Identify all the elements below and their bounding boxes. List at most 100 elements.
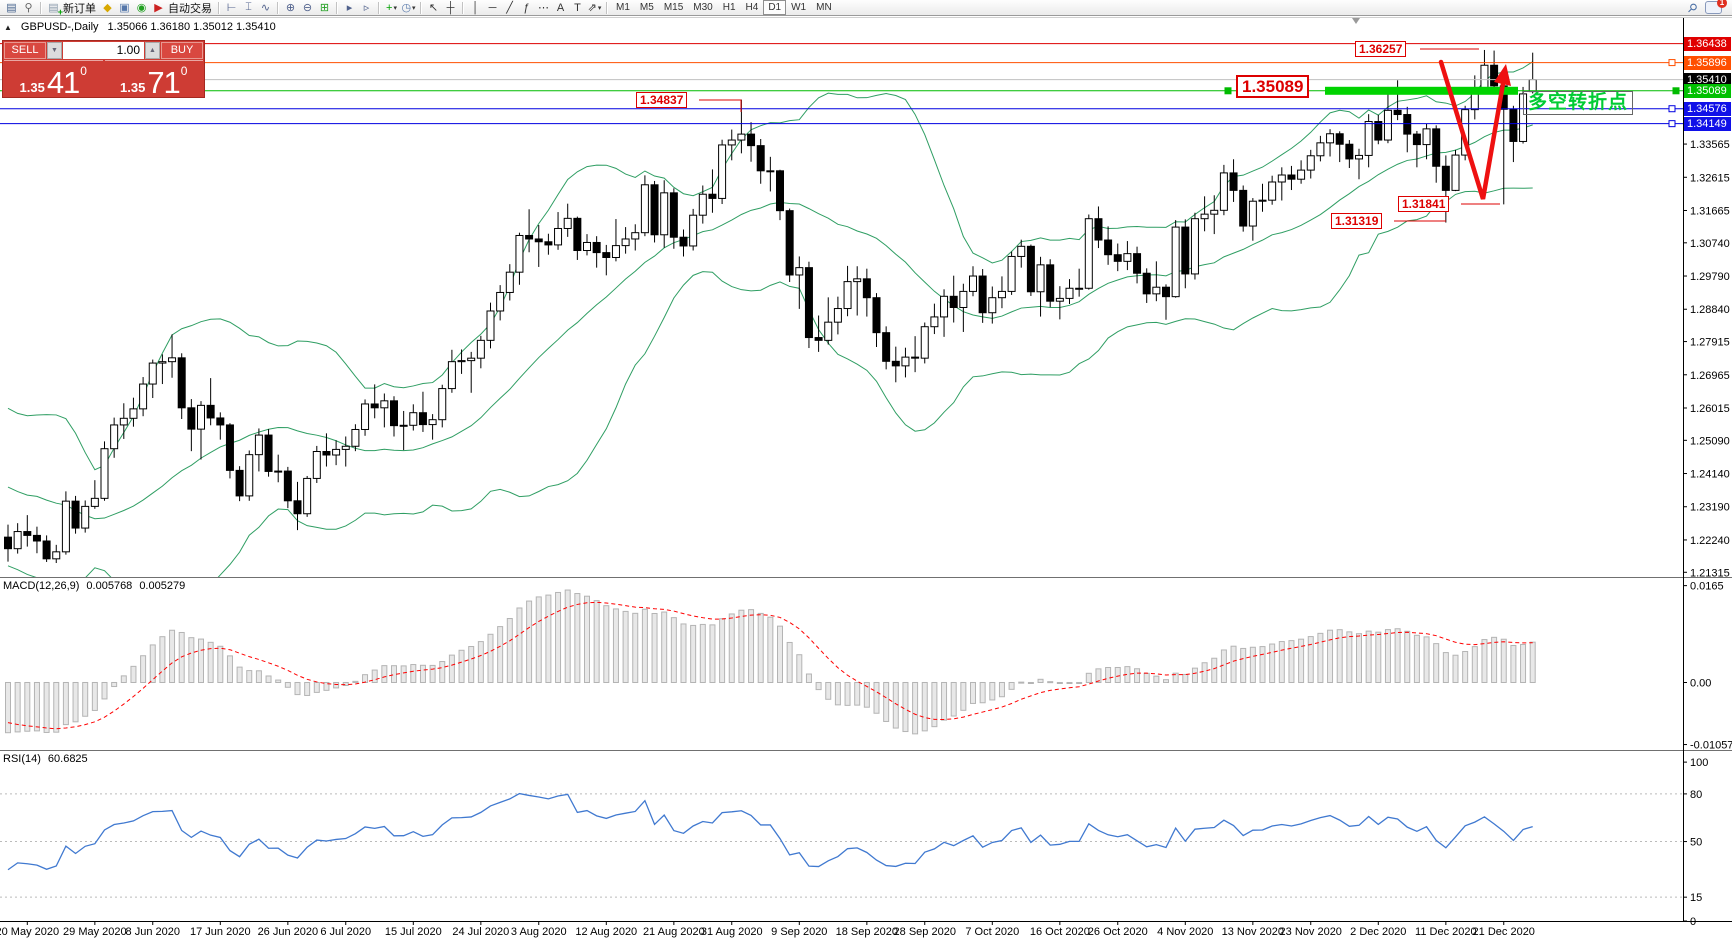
trendline-icon[interactable]: ╱ (502, 1, 517, 15)
buy-button[interactable]: BUY (161, 42, 203, 59)
new-order-button[interactable]: ▤ + (46, 1, 63, 17)
timeframe-m1[interactable]: M1 (616, 2, 630, 13)
search-icon[interactable]: ⚲ (1684, 0, 1701, 16)
news-icon[interactable]: ◉ (134, 1, 149, 15)
svg-text:23 Nov 2020: 23 Nov 2020 (1280, 926, 1342, 938)
sell-price-point: 0 (80, 64, 87, 78)
timeframe-m30[interactable]: M30 (693, 2, 713, 13)
rsi-pane[interactable] (0, 751, 1683, 921)
timeframe-h1[interactable]: H1 (722, 2, 736, 13)
price-tag-1-31319[interactable]: 1.31319 (1331, 213, 1383, 229)
svg-text:2 Dec 2020: 2 Dec 2020 (1350, 926, 1406, 938)
svg-text:28 Sep 2020: 28 Sep 2020 (894, 926, 956, 938)
symbol-name: GBPUSD-,Daily (20, 21, 99, 33)
toolbar-separator (606, 1, 608, 14)
svg-text:80: 80 (1690, 789, 1702, 801)
vertical-line-icon[interactable]: │ (468, 1, 483, 15)
terminal-icon[interactable]: ▣ (117, 1, 132, 15)
svg-text:21 Aug 2020: 21 Aug 2020 (643, 926, 705, 938)
volume-input[interactable]: 1.00 (63, 42, 144, 59)
new-order-button-label[interactable]: 新订单 (63, 2, 96, 15)
chart-window-icon[interactable]: ▤ (4, 1, 19, 15)
zoom-out-icon[interactable]: ⊖ (300, 1, 315, 15)
time-axis[interactable] (0, 922, 1732, 942)
buy-price-display[interactable]: 1.35 71 0 (104, 60, 203, 98)
bar-chart-icon[interactable]: ⊢ (224, 1, 239, 15)
collapse-icon[interactable]: ▲ (4, 22, 12, 32)
toolbar-separator (40, 1, 42, 14)
chevron-down-icon: ▾ (412, 4, 416, 12)
text-icon: A (556, 1, 565, 14)
price-axis[interactable] (1683, 17, 1732, 922)
main-chart-pane[interactable] (0, 17, 1683, 577)
horizontal-line-icon[interactable]: ─ (485, 1, 500, 15)
volume-decrease-button[interactable]: ▼ (47, 42, 62, 59)
macd-pane[interactable] (0, 578, 1683, 750)
symbol-ohlc-line: ▲ GBPUSD-,Daily 1.35066 1.36180 1.35012 … (4, 21, 276, 33)
auto-scroll-icon[interactable]: ▸ (342, 1, 357, 15)
price-tag-1-31841[interactable]: 1.31841 (1398, 196, 1450, 212)
sell-price-display[interactable]: 1.35 41 0 (4, 60, 103, 98)
fibonacci-icon[interactable]: ƒ (519, 1, 534, 15)
market-watch-icon[interactable]: ⚲ (21, 1, 36, 15)
cursor-icon[interactable]: ↖ (426, 1, 441, 15)
new-order-button: ▤ (48, 2, 59, 14)
crosshair-icon: ┼ (446, 1, 455, 14)
history-icon: ◆ (103, 2, 112, 14)
line-chart-icon[interactable]: ∿ (258, 1, 273, 15)
tile-windows-icon[interactable]: ⊞ (317, 1, 332, 15)
chart-shift-icon[interactable]: ▹ (359, 1, 374, 15)
candlestick-icon[interactable]: ⌶ (241, 1, 256, 15)
note-label-turning-point[interactable]: 多空转折点 (1523, 91, 1634, 115)
timeframe-d1[interactable]: D1 (763, 0, 787, 15)
price-tag-1-34837[interactable]: 1.34837 (636, 92, 688, 108)
volume-increase-button[interactable]: ▲ (145, 42, 160, 59)
crosshair-icon[interactable]: ┼ (443, 1, 458, 15)
chart-window-icon: ▤ (6, 2, 17, 14)
candlestick-icon: ⌶ (245, 1, 252, 13)
price-badge-1-35896: 1.35896 (1684, 55, 1731, 70)
label-icon: T (574, 1, 581, 14)
fibonacci-icon: ƒ (523, 1, 530, 14)
price-tag-1-36257[interactable]: 1.36257 (1355, 41, 1407, 57)
market-watch-icon: ⚲ (24, 2, 33, 14)
vertical-line-icon: │ (472, 1, 479, 14)
toolbar-separator (336, 1, 338, 14)
text-icon[interactable]: A (553, 1, 568, 15)
timeframe-m5[interactable]: M5 (639, 2, 654, 13)
timeframe-w1[interactable]: W1 (791, 2, 807, 13)
timeframe-mn[interactable]: MN (816, 2, 832, 13)
ohlc-values: 1.35066 1.36180 1.35012 1.35410 (107, 21, 276, 33)
price-label-support[interactable]: 1.35089 (1236, 75, 1310, 98)
svg-text:24 Jul 2020: 24 Jul 2020 (452, 926, 509, 938)
svg-text:9 Sep 2020: 9 Sep 2020 (771, 926, 827, 938)
fibo-expansion-icon[interactable]: ⋯ (536, 1, 551, 15)
sell-button[interactable]: SELL (4, 42, 46, 59)
label-icon[interactable]: T (570, 1, 585, 15)
svg-text:31 Aug 2020: 31 Aug 2020 (701, 926, 763, 938)
v-reversal-arrow (1438, 59, 1507, 200)
auto-scroll-icon: ▸ (346, 2, 353, 14)
period-menu-icon[interactable]: ◷ ▾ (401, 1, 416, 15)
add-indicator-button: + (386, 1, 393, 14)
notifications-icon[interactable]: 1 (1705, 0, 1727, 14)
svg-text:6 Jul 2020: 6 Jul 2020 (320, 926, 371, 938)
autotrading-button: ▶ (154, 2, 163, 14)
news-icon: ◉ (136, 2, 147, 14)
macd-indicator-label: MACD(12,26,9) 0.005768 0.005279 (3, 580, 186, 592)
autotrading-button-label[interactable]: 自动交易 (168, 2, 212, 15)
zoom-in-icon[interactable]: ⊕ (283, 1, 298, 15)
line-chart-icon: ∿ (260, 2, 271, 14)
timeframe-h4[interactable]: H4 (745, 2, 759, 13)
history-icon[interactable]: ◆ (100, 1, 115, 15)
zoom-in-icon: ⊕ (285, 2, 296, 14)
svg-text:15 Jul 2020: 15 Jul 2020 (385, 926, 442, 938)
autotrading-button[interactable]: ▶ (151, 1, 166, 15)
shapes-icon[interactable]: ⇗ ▾ (587, 1, 602, 15)
timeframe-m15[interactable]: M15 (663, 2, 684, 13)
add-indicator-button[interactable]: + ▾ (384, 1, 399, 15)
shapes-icon: ⇗ (587, 2, 597, 14)
trendline-icon: ╱ (506, 2, 513, 14)
svg-text:1.29790: 1.29790 (1690, 271, 1730, 283)
